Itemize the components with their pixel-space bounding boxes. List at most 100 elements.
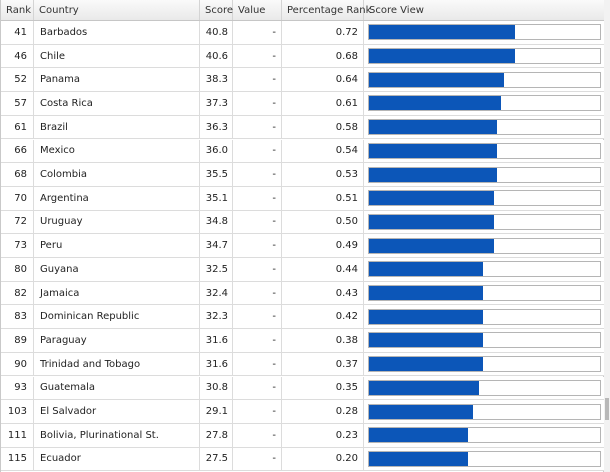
value-cell: - bbox=[233, 329, 282, 352]
score-bar-track bbox=[368, 48, 601, 65]
score-bar-track bbox=[368, 213, 601, 230]
table-row[interactable]: 89 Paraguay 31.6-0.38 bbox=[1, 329, 605, 353]
score-view-cell bbox=[364, 139, 605, 163]
country-cell: Uruguay bbox=[34, 210, 200, 234]
percentage-rank-cell: 0.37 bbox=[282, 352, 364, 376]
table-header: Rank Country Score Value Percentage Rank… bbox=[1, 0, 605, 21]
value-cell: - bbox=[233, 210, 282, 234]
score-bar-fill bbox=[369, 262, 484, 277]
rank-cell: 52 bbox=[1, 68, 34, 92]
table-row[interactable]: 41 Barbados 40.8-0.72 bbox=[1, 21, 605, 45]
score-bar-fill bbox=[369, 143, 498, 158]
table-row[interactable]: 90 Trinidad and Tobago 31.6-0.37 bbox=[1, 352, 605, 377]
country-cell: Barbados bbox=[34, 21, 200, 44]
score-bar-track bbox=[368, 356, 601, 373]
percentage-rank-cell: 0.23 bbox=[282, 423, 364, 447]
value-cell: - bbox=[233, 44, 282, 68]
percentage-rank-cell: 0.20 bbox=[282, 447, 364, 471]
value-cell: - bbox=[233, 92, 282, 115]
score-bar-fill bbox=[369, 286, 484, 301]
table-row[interactable]: 73 Peru 34.7-0.49 bbox=[1, 234, 605, 258]
score-bar-track bbox=[368, 166, 601, 183]
percentage-rank-cell: 0.53 bbox=[282, 163, 364, 186]
score-cell: 29.1 bbox=[200, 400, 233, 423]
scrollbar-thumb[interactable] bbox=[605, 398, 609, 420]
table-row[interactable]: 66 Mexico 36.0-0.54 bbox=[1, 139, 605, 164]
score-cell: 37.3 bbox=[200, 92, 233, 115]
table-row[interactable]: 80 Guyana 32.5-0.44 bbox=[1, 258, 605, 282]
table-row[interactable]: 83 Dominican Republic 32.3-0.42 bbox=[1, 305, 605, 330]
score-bar-fill bbox=[369, 214, 494, 229]
score-bar-track bbox=[368, 332, 601, 349]
table-row[interactable]: 70 Argentina 35.1-0.51 bbox=[1, 186, 605, 211]
column-header-rank[interactable]: Rank bbox=[1, 0, 34, 20]
country-cell: Bolivia, Plurinational St. bbox=[34, 423, 200, 447]
table-row[interactable]: 72 Uruguay 34.8-0.50 bbox=[1, 210, 605, 235]
percentage-rank-cell: 0.64 bbox=[282, 68, 364, 92]
value-cell: - bbox=[233, 21, 282, 44]
column-header-score[interactable]: Score bbox=[200, 0, 233, 20]
value-cell: - bbox=[233, 305, 282, 329]
percentage-rank-cell: 0.72 bbox=[282, 21, 364, 44]
country-cell: Guatemala bbox=[34, 376, 200, 400]
score-cell: 35.5 bbox=[200, 163, 233, 186]
table-row[interactable]: 46 Chile 40.6-0.68 bbox=[1, 44, 605, 69]
value-cell: - bbox=[233, 376, 282, 400]
score-bar-fill bbox=[369, 167, 498, 182]
rank-cell: 111 bbox=[1, 423, 34, 447]
table-row[interactable]: 68 Colombia 35.5-0.53 bbox=[1, 163, 605, 187]
vertical-scrollbar[interactable] bbox=[604, 0, 610, 472]
rank-cell: 83 bbox=[1, 305, 34, 329]
score-view-cell bbox=[364, 21, 605, 44]
value-cell: - bbox=[233, 352, 282, 376]
rank-cell: 70 bbox=[1, 186, 34, 210]
column-header-percentage-rank[interactable]: Percentage Rank bbox=[282, 0, 371, 20]
score-view-cell bbox=[364, 163, 605, 186]
column-header-value[interactable]: Value bbox=[233, 0, 282, 20]
table-row[interactable]: 82 Jamaica 32.4-0.43 bbox=[1, 281, 605, 306]
table-row[interactable]: 111 Bolivia, Plurinational St. 27.8-0.23 bbox=[1, 423, 605, 448]
score-bar-fill bbox=[369, 72, 505, 87]
score-bar-fill bbox=[369, 333, 484, 348]
value-cell: - bbox=[233, 258, 282, 281]
rank-cell: 80 bbox=[1, 258, 34, 281]
value-cell: - bbox=[233, 163, 282, 186]
score-view-cell bbox=[364, 234, 605, 257]
rank-cell: 115 bbox=[1, 447, 34, 471]
rank-cell: 57 bbox=[1, 92, 34, 115]
column-header-score-view[interactable]: Score View bbox=[369, 5, 424, 16]
table-row[interactable]: 57 Costa Rica 37.3-0.61 bbox=[1, 92, 605, 116]
score-bar-track bbox=[368, 119, 601, 136]
score-view-cell bbox=[364, 423, 605, 447]
score-bar-fill bbox=[369, 357, 484, 372]
table-row[interactable]: 103 El Salvador 29.1-0.28 bbox=[1, 400, 605, 424]
score-bar-fill bbox=[369, 191, 494, 206]
value-cell: - bbox=[233, 186, 282, 210]
score-bar-track bbox=[368, 237, 601, 254]
score-cell: 35.1 bbox=[200, 186, 233, 210]
score-cell: 31.6 bbox=[200, 329, 233, 352]
table-row[interactable]: 52 Panama 38.3-0.64 bbox=[1, 68, 605, 93]
table-row[interactable]: 93 Guatemala 30.8-0.35 bbox=[1, 376, 605, 401]
score-bar-track bbox=[368, 427, 601, 444]
score-bar-fill bbox=[369, 238, 494, 253]
country-cell: Jamaica bbox=[34, 281, 200, 305]
percentage-rank-cell: 0.44 bbox=[282, 258, 364, 281]
score-cell: 34.8 bbox=[200, 210, 233, 234]
table-row[interactable]: 115 Ecuador 27.5-0.20 bbox=[1, 447, 605, 472]
column-header-country[interactable]: Country bbox=[34, 0, 200, 20]
country-cell: Colombia bbox=[34, 163, 200, 186]
country-cell: El Salvador bbox=[34, 400, 200, 423]
value-cell: - bbox=[233, 447, 282, 471]
score-bar-fill bbox=[369, 120, 498, 135]
rank-cell: 61 bbox=[1, 115, 34, 139]
score-bar-track bbox=[368, 261, 601, 278]
score-view-cell bbox=[364, 92, 605, 115]
country-cell: Peru bbox=[34, 234, 200, 257]
rank-cell: 93 bbox=[1, 376, 34, 400]
score-cell: 30.8 bbox=[200, 376, 233, 400]
rank-cell: 82 bbox=[1, 281, 34, 305]
table-row[interactable]: 61 Brazil 36.3-0.58 bbox=[1, 115, 605, 140]
country-cell: Chile bbox=[34, 44, 200, 68]
